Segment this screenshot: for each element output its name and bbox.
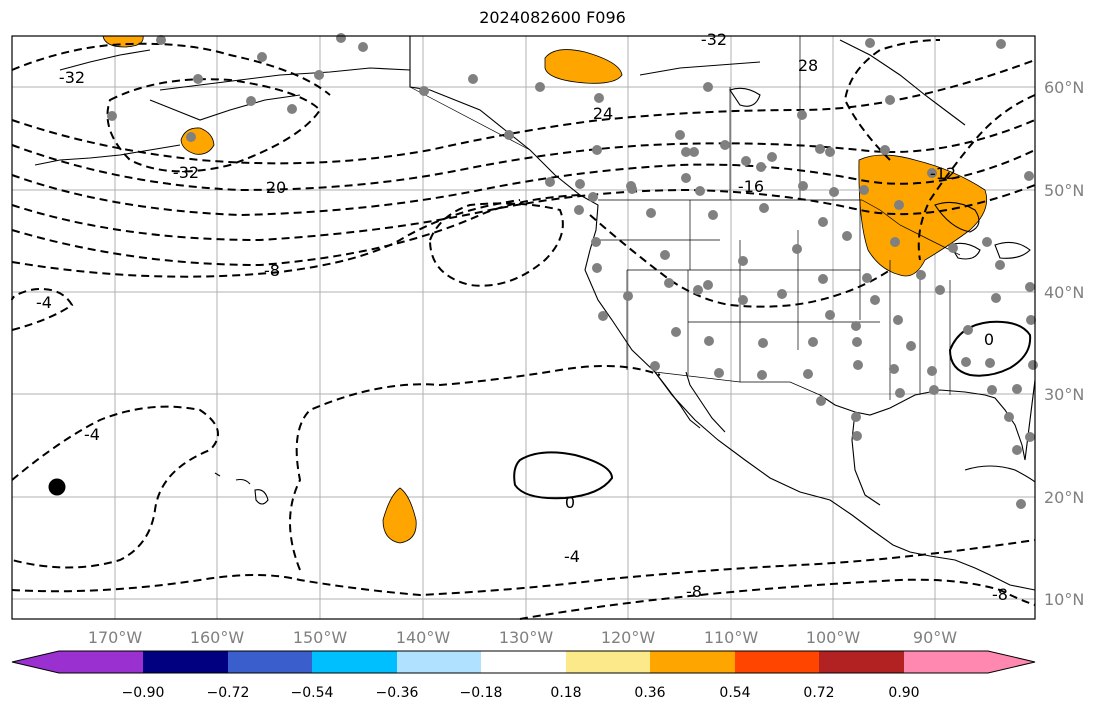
contour-label: -32: [59, 68, 85, 87]
lon-label: 150°W: [293, 628, 348, 647]
contour-label: -32: [173, 163, 199, 182]
map-title: 2024082600 F096: [479, 8, 626, 27]
colorbar-tick-label: 0.54: [719, 685, 750, 701]
colorbar-segment: [143, 651, 228, 673]
contour-label: -32: [701, 30, 727, 49]
coastlines: [34, 36, 1036, 591]
contours-negative: [11, 39, 1036, 620]
colorbar-tick-label: −0.54: [291, 685, 334, 701]
contour-label: -4: [84, 425, 100, 444]
lat-label: 40°N: [1044, 283, 1084, 302]
lon-label: 130°W: [499, 628, 554, 647]
colorbar-segment: [481, 651, 566, 673]
lon-label: 100°W: [806, 628, 861, 647]
anomaly-area: [382, 487, 417, 544]
longitude-labels: 170°W 160°W 150°W 140°W 130°W 120°W 110°…: [88, 628, 957, 647]
colorbar-tick-label: −0.72: [207, 685, 250, 701]
colorbar-tick-label: 0.72: [803, 685, 834, 701]
lon-label: 110°W: [704, 628, 759, 647]
contour-label: -4: [36, 293, 52, 312]
colorbar-tick-label: −0.18: [460, 685, 503, 701]
colorbar-outline: [11, 650, 1036, 674]
colorbar: [11, 650, 1036, 674]
contour-label: -16: [738, 177, 764, 196]
colorbar-tick-label: −0.36: [376, 685, 419, 701]
lon-label: 90°W: [913, 628, 957, 647]
lat-label: 10°N: [1044, 590, 1084, 609]
lon-label: 140°W: [396, 628, 451, 647]
contour-label: 28: [798, 56, 818, 75]
colorbar-segment: [735, 651, 819, 673]
colorbar-segment: [819, 651, 904, 673]
anomaly-area: [544, 49, 623, 84]
contour-label: 20: [266, 178, 286, 197]
anomaly-shading: [102, 35, 988, 544]
colorbar-segment: [59, 651, 143, 673]
colorbar-tick-labels: −0.90 −0.72 −0.54 −0.36 −0.18 0.18 0.36 …: [122, 685, 920, 701]
colorbar-tick-label: 0.18: [550, 685, 581, 701]
colorbar-extend-min: [12, 651, 59, 673]
borders: [409, 36, 961, 400]
colorbar-segment: [397, 651, 481, 673]
lon-label: 160°W: [190, 628, 245, 647]
colorbar-extend-max: [988, 651, 1035, 673]
map-area: [12, 36, 1035, 619]
contour-label: -4: [564, 547, 580, 566]
colorbar-segment: [312, 651, 397, 673]
lat-label: 50°N: [1044, 181, 1084, 200]
colorbar-tick-label: 0.36: [634, 685, 665, 701]
colorbar-tick-label: −0.90: [122, 685, 165, 701]
contour-labels: -32 -32 -32 28 24 20 -16 -12 -8 -4 -4 0 …: [36, 30, 1008, 604]
lon-label: 170°W: [88, 628, 143, 647]
colorbar-segment: [650, 651, 735, 673]
contour-label: -8: [686, 582, 702, 601]
lat-label: 60°N: [1044, 78, 1084, 97]
station-marker: [48, 478, 66, 496]
station-dots: [107, 33, 1038, 509]
contour-label: 0: [565, 493, 575, 512]
colorbar-segment: [904, 651, 988, 673]
contour-label: -8: [992, 585, 1008, 604]
contour-label: -12: [930, 164, 956, 183]
anomaly-area: [858, 154, 988, 277]
lat-label: 20°N: [1044, 488, 1084, 507]
contour-label: 24: [593, 104, 613, 123]
colorbar-segment: [228, 651, 312, 673]
colorbar-segment: [566, 651, 650, 673]
lon-label: 120°W: [601, 628, 656, 647]
colorbar-tick-label: 0.90: [888, 685, 919, 701]
map-border: [11, 35, 1036, 620]
contour-label: -8: [264, 261, 280, 280]
contour-label: 0: [984, 330, 994, 349]
latitude-labels: 60°N 50°N 40°N 30°N 20°N 10°N: [1044, 78, 1084, 609]
lat-label: 30°N: [1044, 385, 1084, 404]
contours-zero: [513, 320, 1032, 500]
